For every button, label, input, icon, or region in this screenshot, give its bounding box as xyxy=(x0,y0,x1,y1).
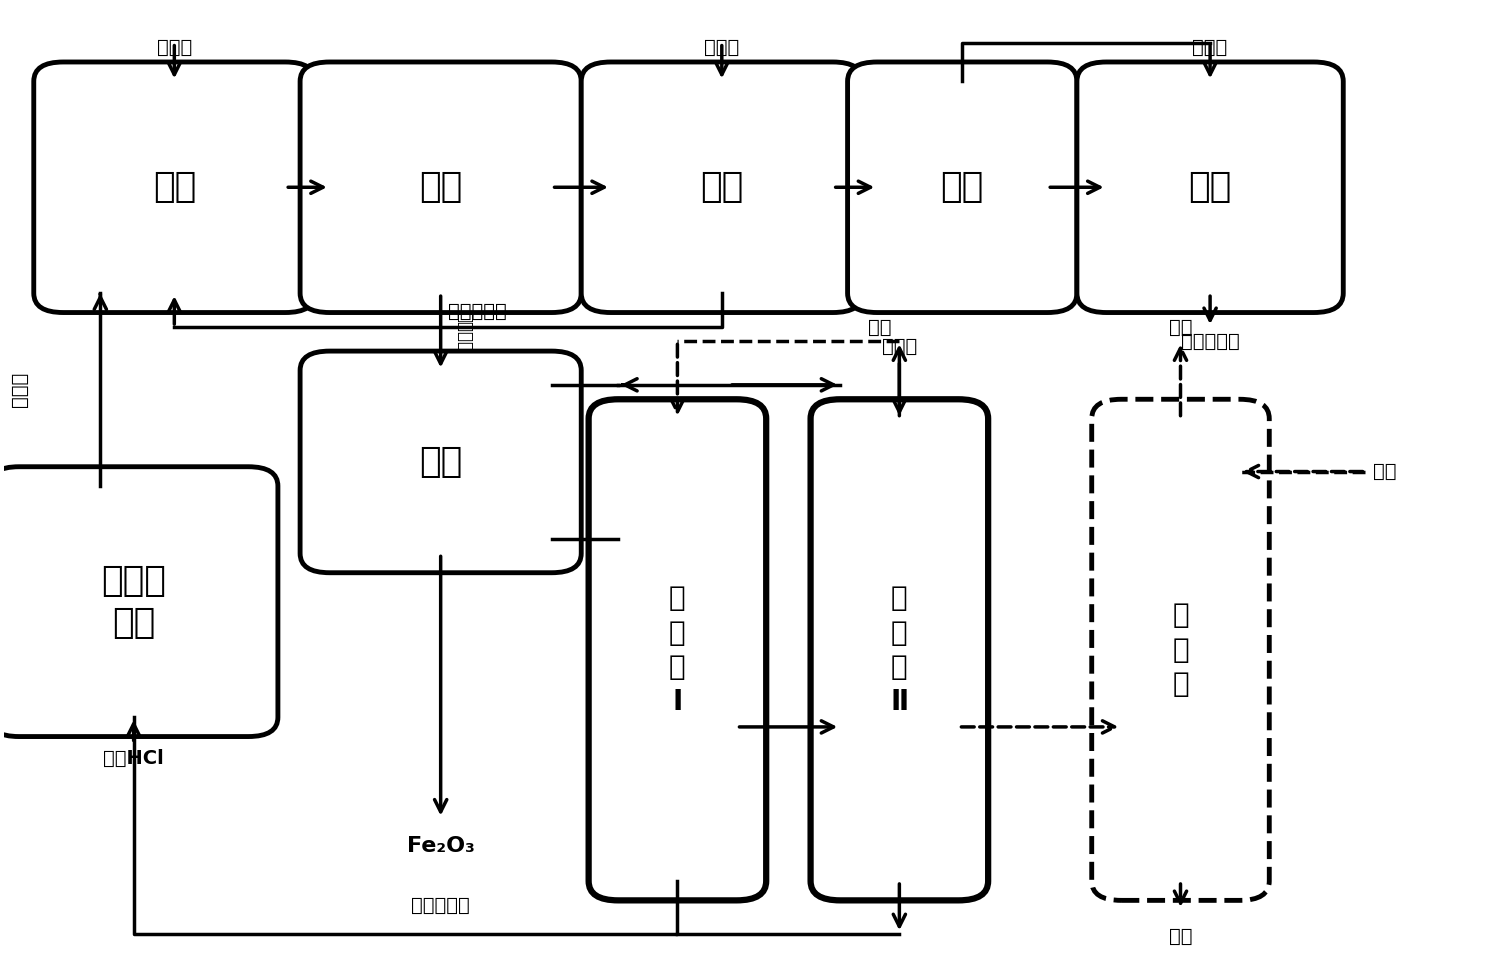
FancyBboxPatch shape xyxy=(34,62,315,313)
Text: Fe₂O₃: Fe₂O₃ xyxy=(406,836,475,855)
Text: 补加HCl: 补加HCl xyxy=(103,749,164,768)
FancyBboxPatch shape xyxy=(301,62,582,313)
Text: 繁甲出戳: 繁甲出戳 xyxy=(455,312,473,352)
Text: 富钓料: 富钓料 xyxy=(1192,38,1228,57)
Text: 碑水: 碑水 xyxy=(1373,462,1396,481)
Text: 吸
收
塔
Ⅱ: 吸 收 塔 Ⅱ xyxy=(890,584,909,715)
Text: 废水: 废水 xyxy=(1168,927,1192,947)
Text: 过滤: 过滤 xyxy=(420,170,463,204)
Text: 浸取液
配制: 浸取液 配制 xyxy=(101,564,167,640)
Text: 循环稀盐酸: 循环稀盐酸 xyxy=(411,896,470,915)
FancyBboxPatch shape xyxy=(301,351,582,573)
Text: 稀浸出母液: 稀浸出母液 xyxy=(448,302,507,321)
FancyBboxPatch shape xyxy=(1092,399,1269,900)
Text: 吸
收
塔
Ⅰ: 吸 收 塔 Ⅰ xyxy=(670,584,686,715)
Text: 锻烧: 锻烧 xyxy=(1189,170,1232,204)
Text: 中
和
塔: 中 和 塔 xyxy=(1173,602,1189,699)
FancyBboxPatch shape xyxy=(1077,62,1344,313)
Text: 焚烧: 焚烧 xyxy=(420,445,463,479)
FancyBboxPatch shape xyxy=(0,467,278,737)
Text: 废气: 废气 xyxy=(1168,318,1192,336)
Text: 浸取: 浸取 xyxy=(153,170,196,204)
Text: 浸取液: 浸取液 xyxy=(9,372,28,407)
Text: 洗洤水: 洗洤水 xyxy=(704,38,740,57)
FancyBboxPatch shape xyxy=(811,399,988,900)
FancyBboxPatch shape xyxy=(589,399,766,900)
Text: 废气: 废气 xyxy=(869,318,891,336)
FancyBboxPatch shape xyxy=(582,62,863,313)
Text: 补加水: 补加水 xyxy=(882,337,917,356)
Text: 洗洤: 洗洤 xyxy=(701,170,744,204)
Text: 干燥: 干燥 xyxy=(940,170,984,204)
FancyBboxPatch shape xyxy=(848,62,1077,313)
Text: 钓铁矿: 钓铁矿 xyxy=(156,38,192,57)
Text: 人造金红石: 人造金红石 xyxy=(1180,331,1240,351)
